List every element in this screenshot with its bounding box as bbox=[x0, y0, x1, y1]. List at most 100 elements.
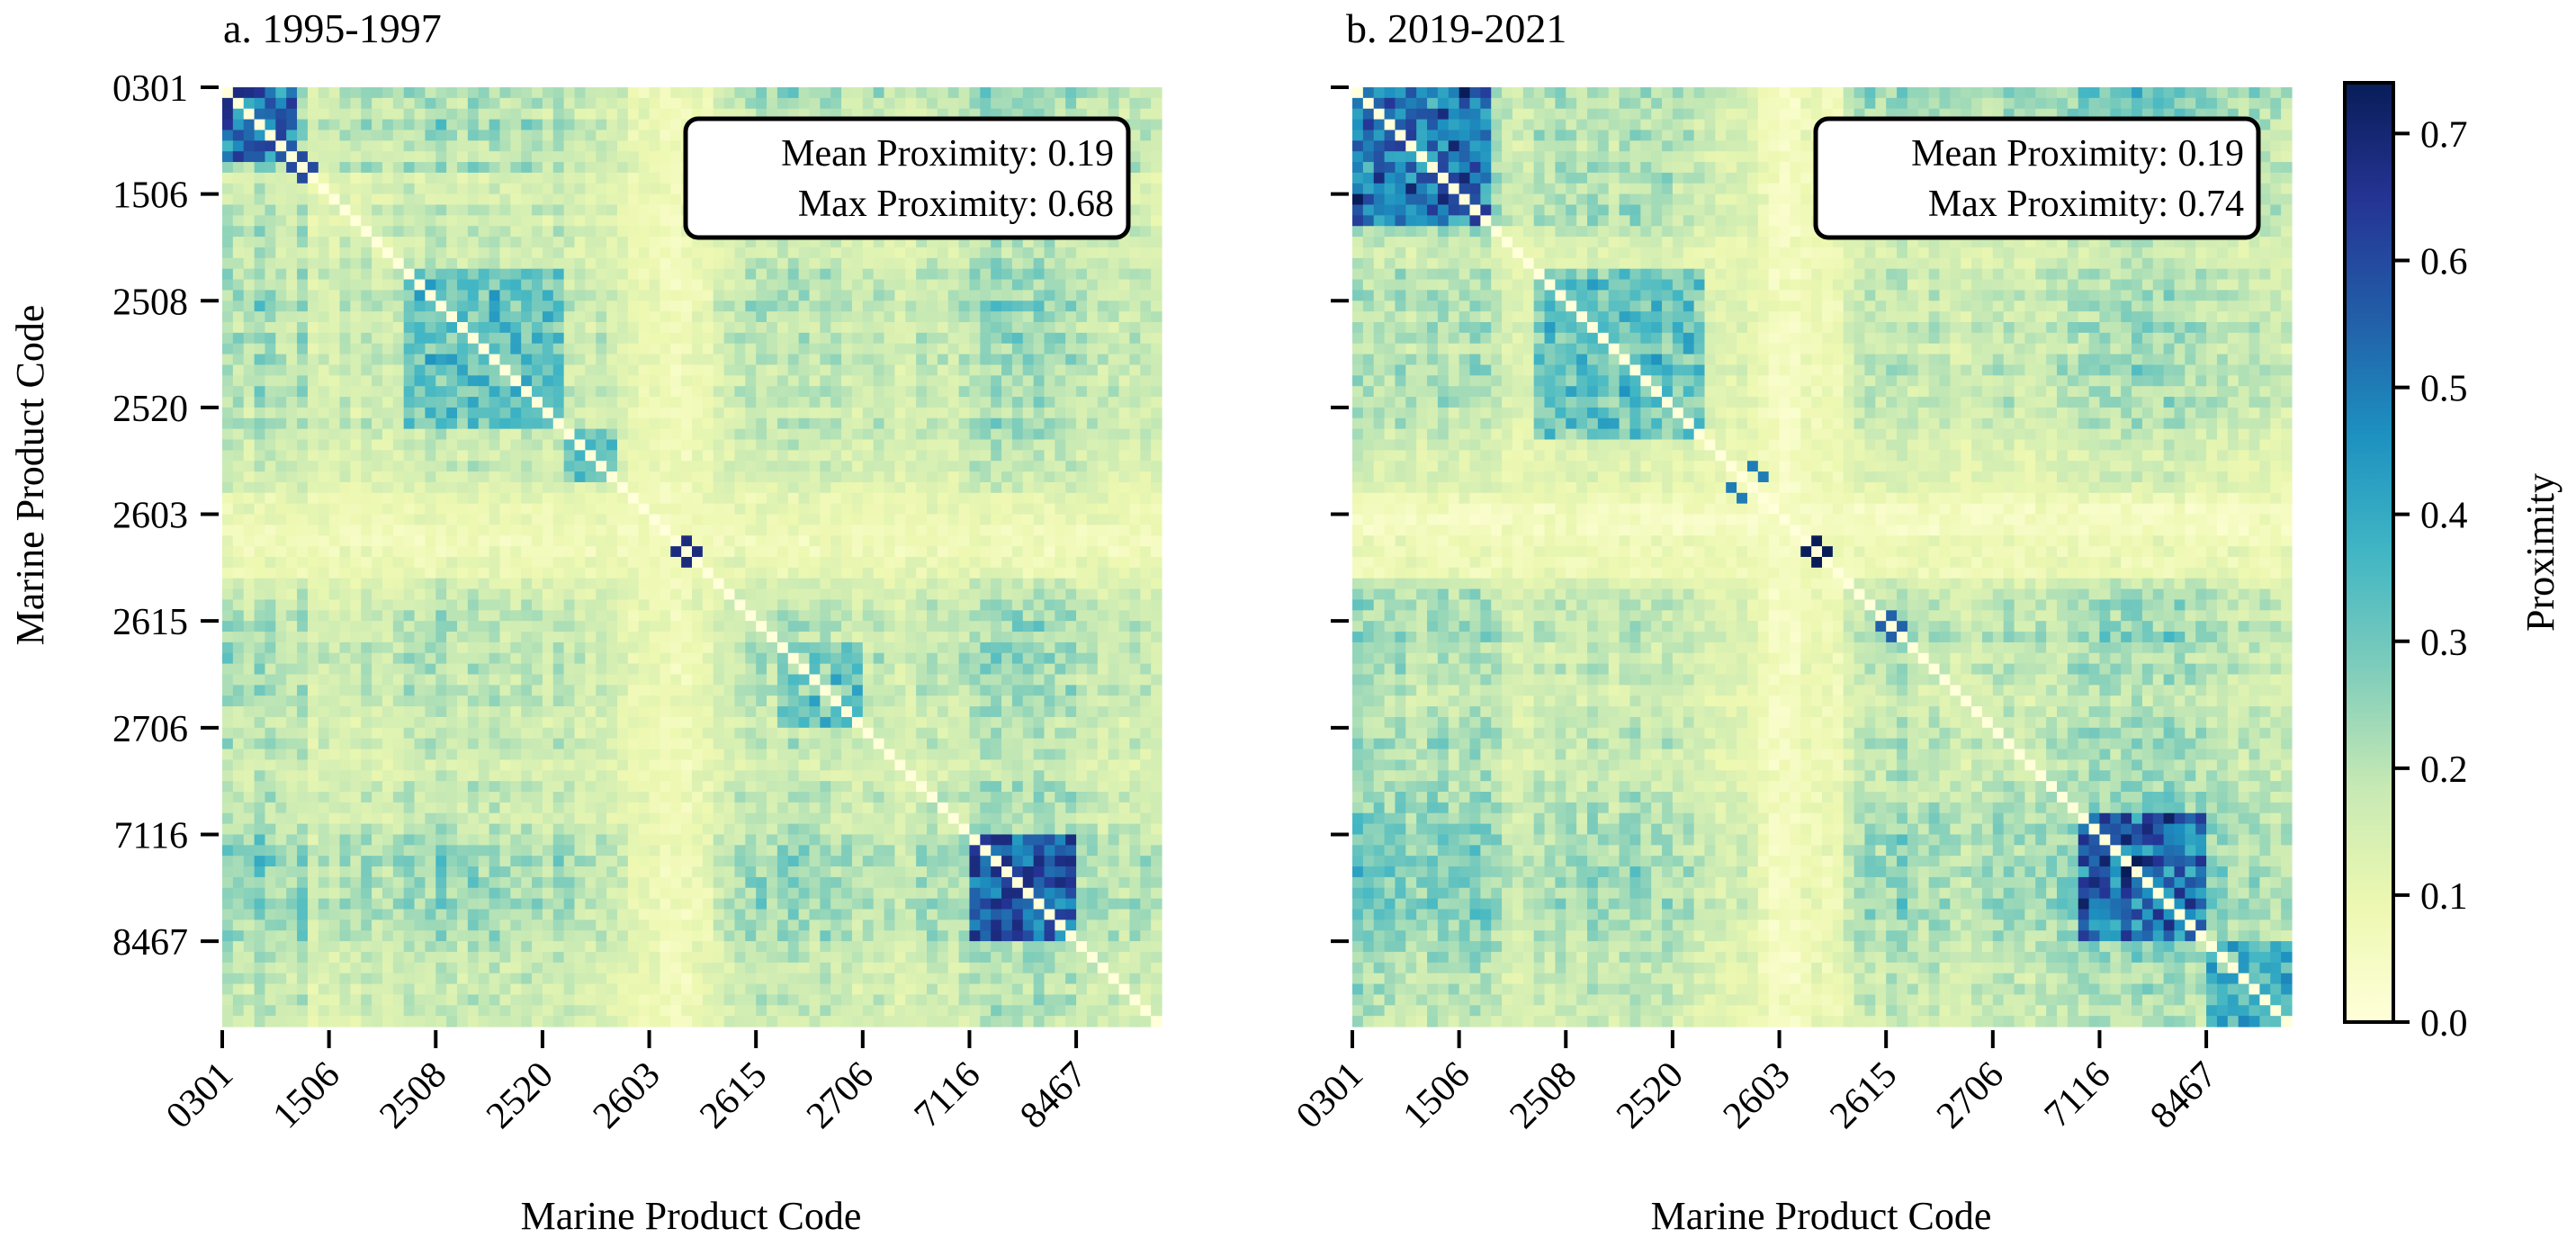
heatmap-cell bbox=[756, 557, 767, 568]
heatmap-cell bbox=[425, 301, 435, 311]
heatmap-cell bbox=[1151, 621, 1162, 632]
heatmap-cell bbox=[372, 450, 382, 461]
heatmap-cell bbox=[255, 247, 265, 258]
heatmap-cell bbox=[1076, 482, 1087, 493]
heatmap-cell bbox=[734, 685, 745, 695]
heatmap-cell bbox=[606, 130, 617, 140]
heatmap-cell bbox=[670, 621, 681, 632]
heatmap-cell bbox=[927, 418, 938, 429]
heatmap-cell bbox=[286, 450, 297, 461]
heatmap-cell bbox=[1001, 632, 1012, 642]
heatmap-cell bbox=[628, 440, 639, 451]
heatmap-cell bbox=[1065, 98, 1076, 109]
heatmap-cell bbox=[991, 375, 1001, 386]
heatmap-cell bbox=[233, 237, 244, 247]
heatmap-cell bbox=[830, 364, 841, 375]
heatmap-cell bbox=[1045, 610, 1055, 621]
heatmap-cell bbox=[703, 610, 714, 621]
heatmap-cell bbox=[361, 418, 372, 429]
heatmap-cell bbox=[1151, 130, 1162, 140]
heatmap-cell bbox=[265, 140, 275, 151]
heatmap-cell bbox=[532, 269, 543, 280]
heatmap-cell bbox=[446, 258, 457, 269]
heatmap-cell bbox=[361, 429, 372, 440]
heatmap-cell bbox=[724, 579, 735, 589]
heatmap-cell bbox=[1023, 269, 1034, 280]
heatmap-cell bbox=[606, 184, 617, 194]
heatmap-cell bbox=[329, 418, 340, 429]
heatmap-cell bbox=[1001, 675, 1012, 686]
heatmap-cell bbox=[1087, 515, 1098, 525]
heatmap-cell bbox=[714, 311, 724, 322]
heatmap-cell bbox=[543, 579, 553, 589]
heatmap-cell bbox=[1001, 269, 1012, 280]
heatmap-cell bbox=[222, 471, 233, 482]
heatmap-cell bbox=[1108, 579, 1119, 589]
heatmap-cell bbox=[820, 311, 830, 322]
heatmap-cell bbox=[382, 130, 393, 140]
heatmap-cell bbox=[863, 621, 874, 632]
heatmap-cell bbox=[521, 280, 532, 291]
heatmap-cell bbox=[1151, 493, 1162, 504]
heatmap-cell bbox=[810, 493, 821, 504]
heatmap-cell bbox=[617, 364, 628, 375]
heatmap-cell bbox=[884, 515, 895, 525]
heatmap-cell bbox=[734, 408, 745, 418]
heatmap-cell bbox=[489, 344, 500, 354]
heatmap-cell bbox=[265, 461, 275, 471]
heatmap-cell bbox=[841, 418, 852, 429]
heatmap-cell bbox=[446, 226, 457, 237]
heatmap-cell bbox=[319, 290, 329, 301]
heatmap-cell bbox=[606, 290, 617, 301]
heatmap-cell bbox=[1108, 87, 1119, 98]
heatmap-cell bbox=[830, 685, 841, 695]
heatmap-cell bbox=[681, 471, 692, 482]
heatmap-cell bbox=[308, 482, 319, 493]
heatmap-cell bbox=[510, 546, 521, 557]
heatmap-cell bbox=[1098, 482, 1108, 493]
heatmap-cell bbox=[382, 664, 393, 675]
heatmap-cell bbox=[265, 226, 275, 237]
heatmap-cell bbox=[681, 237, 692, 247]
heatmap-cell bbox=[639, 482, 650, 493]
heatmap-cell bbox=[415, 589, 426, 600]
heatmap-cell bbox=[980, 440, 991, 451]
heatmap-cell bbox=[457, 215, 468, 226]
heatmap-cell bbox=[1140, 493, 1151, 504]
heatmap-cell bbox=[435, 162, 446, 173]
heatmap-cell bbox=[670, 375, 681, 386]
heatmap-cell bbox=[265, 301, 275, 311]
heatmap-cell bbox=[650, 280, 660, 291]
heatmap-cell bbox=[1034, 429, 1045, 440]
heatmap-cell bbox=[479, 247, 489, 258]
heatmap-cell bbox=[863, 653, 874, 664]
heatmap-cell bbox=[639, 557, 650, 568]
heatmap-cell bbox=[446, 301, 457, 311]
heatmap-cell bbox=[393, 364, 404, 375]
heatmap-cell bbox=[1129, 471, 1140, 482]
heatmap-cell bbox=[404, 386, 415, 397]
heatmap-cell bbox=[564, 120, 575, 130]
heatmap-cell bbox=[606, 397, 617, 408]
heatmap-cell bbox=[297, 269, 308, 280]
heatmap-cell bbox=[361, 375, 372, 386]
heatmap-cell bbox=[991, 290, 1001, 301]
heatmap-cell bbox=[532, 471, 543, 482]
heatmap-cell bbox=[1151, 311, 1162, 322]
heatmap-cell bbox=[404, 109, 415, 120]
heatmap-cell bbox=[734, 621, 745, 632]
heatmap-cell bbox=[927, 471, 938, 482]
heatmap-cell bbox=[1119, 568, 1130, 579]
heatmap-cell bbox=[340, 579, 351, 589]
heatmap-cell bbox=[521, 140, 532, 151]
heatmap-cell bbox=[1001, 664, 1012, 675]
heatmap-cell bbox=[553, 621, 564, 632]
heatmap-cell bbox=[435, 525, 446, 535]
heatmap-cell bbox=[1023, 386, 1034, 397]
heatmap-cell bbox=[660, 621, 670, 632]
heatmap-cell bbox=[1023, 504, 1034, 515]
heatmap-cell bbox=[361, 162, 372, 173]
heatmap-cell bbox=[617, 397, 628, 408]
heatmap-cell bbox=[948, 290, 959, 301]
heatmap-cell bbox=[585, 685, 596, 695]
